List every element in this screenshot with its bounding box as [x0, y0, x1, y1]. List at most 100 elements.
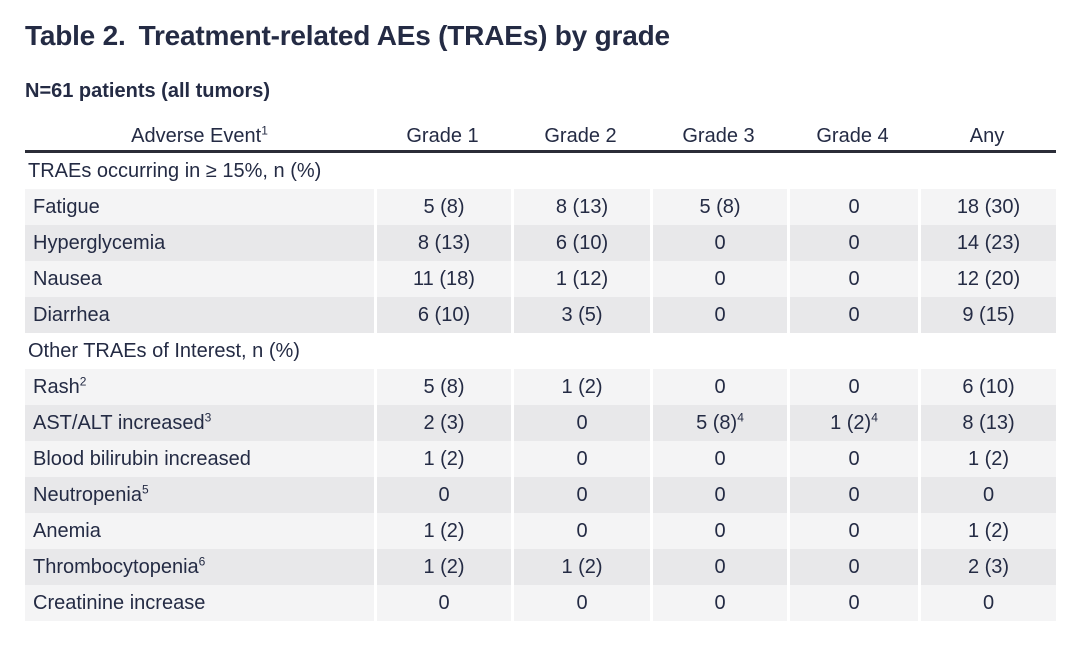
cell-any: 0	[918, 585, 1056, 621]
row-label: Neutropenia5	[25, 477, 374, 513]
row-label: Creatinine increase	[25, 585, 374, 621]
footnote-marker: 6	[198, 554, 206, 569]
cell-grade4: 0	[787, 513, 918, 549]
table-subtitle: N=61 patients (all tumors)	[25, 80, 271, 102]
footnote-marker: 5	[141, 482, 149, 497]
cell-grade2: 1 (12)	[511, 261, 650, 297]
section-row: Other TRAEs of Interest, n (%)	[25, 333, 1056, 369]
section-label: TRAEs occurring in ≥ 15%, n (%)	[25, 153, 1056, 189]
cell-any: 1 (2)	[918, 513, 1056, 549]
table-row: Nausea 11 (18) 1 (12) 0 0 12 (20)	[25, 261, 1056, 297]
row-label: Diarrhea	[25, 297, 374, 333]
cell-grade3: 0	[650, 261, 787, 297]
cell-grade1: 8 (13)	[374, 225, 511, 261]
table-number: Table 2.	[25, 20, 126, 51]
cell-grade2: 0	[511, 585, 650, 621]
cell-grade3: 0	[650, 513, 787, 549]
cell-grade3: 0	[650, 549, 787, 585]
table-title-text: Treatment-related AEs (TRAEs) by grade	[138, 20, 670, 51]
footnote-marker: 4	[871, 410, 878, 425]
cell-grade2: 3 (5)	[511, 297, 650, 333]
column-header-any: Any	[969, 125, 1005, 147]
cell-grade4: 0	[787, 297, 918, 333]
table-row: Anemia 1 (2) 0 0 0 1 (2)	[25, 513, 1056, 549]
footnote-marker: 2	[79, 374, 87, 389]
footnote-marker: 1	[261, 123, 268, 138]
cell-grade1: 1 (2)	[374, 549, 511, 585]
table-row: Diarrhea 6 (10) 3 (5) 0 0 9 (15)	[25, 297, 1056, 333]
adverse-events-table: Adverse Event1 Grade 1 Grade 2 Grade 3 G…	[25, 120, 1056, 621]
table-row: Thrombocytopenia6 1 (2) 1 (2) 0 0 2 (3)	[25, 549, 1056, 585]
column-header-grade4: Grade 4	[816, 125, 889, 147]
cell-grade2: 1 (2)	[511, 369, 650, 405]
cell-grade1: 6 (10)	[374, 297, 511, 333]
row-label: Rash2	[25, 369, 374, 405]
cell-any: 18 (30)	[918, 189, 1056, 225]
column-header-grade1: Grade 1	[406, 125, 479, 147]
cell-any: 12 (20)	[918, 261, 1056, 297]
row-label: Blood bilirubin increased	[25, 441, 374, 477]
cell-grade1: 2 (3)	[374, 405, 511, 441]
cell-grade4: 0	[787, 441, 918, 477]
cell-grade3: 0	[650, 585, 787, 621]
cell-any: 8 (13)	[918, 405, 1056, 441]
table-row: AST/ALT increased3 2 (3) 0 5 (8)4 1 (2)4…	[25, 405, 1056, 441]
cell-grade2: 8 (13)	[511, 189, 650, 225]
cell-grade1: 0	[374, 585, 511, 621]
cell-grade4: 0	[787, 549, 918, 585]
cell-grade1: 5 (8)	[374, 189, 511, 225]
page-title: Table 2. Treatment-related AEs (TRAEs) by…	[25, 18, 1080, 53]
cell-grade3: 0	[650, 225, 787, 261]
table-row: Fatigue 5 (8) 8 (13) 5 (8) 0 18 (30)	[25, 189, 1056, 225]
row-label: Fatigue	[25, 189, 374, 225]
cell-grade4: 0	[787, 585, 918, 621]
cell-grade3: 0	[650, 369, 787, 405]
cell-grade2: 0	[511, 441, 650, 477]
cell-grade4: 0	[787, 261, 918, 297]
cell-grade2: 1 (2)	[511, 549, 650, 585]
cell-grade4: 0	[787, 477, 918, 513]
cell-grade3: 0	[650, 441, 787, 477]
cell-grade3: 0	[650, 477, 787, 513]
cell-grade3: 5 (8)4	[650, 405, 787, 441]
cell-any: 0	[918, 477, 1056, 513]
footnote-marker: 4	[737, 410, 744, 425]
table-row: Neutropenia5 0 0 0 0 0	[25, 477, 1056, 513]
cell-grade1: 1 (2)	[374, 513, 511, 549]
cell-any: 6 (10)	[918, 369, 1056, 405]
cell-grade4: 0	[787, 225, 918, 261]
row-label: Thrombocytopenia6	[25, 549, 374, 585]
table-row: Hyperglycemia 8 (13) 6 (10) 0 0 14 (23)	[25, 225, 1056, 261]
cell-any: 14 (23)	[918, 225, 1056, 261]
cell-grade4: 0	[787, 369, 918, 405]
cell-any: 9 (15)	[918, 297, 1056, 333]
cell-grade4: 1 (2)4	[787, 405, 918, 441]
table-row: Rash2 5 (8) 1 (2) 0 0 6 (10)	[25, 369, 1056, 405]
column-header-grade2: Grade 2	[544, 125, 617, 147]
cell-any: 2 (3)	[918, 549, 1056, 585]
footnote-marker: 3	[204, 410, 212, 425]
column-header-grade3: Grade 3	[682, 125, 755, 147]
cell-grade2: 0	[511, 477, 650, 513]
cell-any: 1 (2)	[918, 441, 1056, 477]
section-label: Other TRAEs of Interest, n (%)	[25, 333, 1056, 369]
cell-grade1: 0	[374, 477, 511, 513]
row-label: Anemia	[25, 513, 374, 549]
cell-grade2: 6 (10)	[511, 225, 650, 261]
row-label: Hyperglycemia	[25, 225, 374, 261]
cell-grade3: 0	[650, 297, 787, 333]
cell-grade2: 0	[511, 513, 650, 549]
table-row: Blood bilirubin increased 1 (2) 0 0 0 1 …	[25, 441, 1056, 477]
table-row: Creatinine increase 0 0 0 0 0	[25, 585, 1056, 621]
cell-grade3: 5 (8)	[650, 189, 787, 225]
cell-grade4: 0	[787, 189, 918, 225]
table-header-row: Adverse Event1 Grade 1 Grade 2 Grade 3 G…	[25, 120, 1056, 153]
row-label: Nausea	[25, 261, 374, 297]
cell-grade1: 1 (2)	[374, 441, 511, 477]
cell-grade1: 11 (18)	[374, 261, 511, 297]
section-row: TRAEs occurring in ≥ 15%, n (%)	[25, 153, 1056, 189]
cell-grade2: 0	[511, 405, 650, 441]
cell-grade1: 5 (8)	[374, 369, 511, 405]
row-label: AST/ALT increased3	[25, 405, 374, 441]
column-header-adverse-event: Adverse Event1	[131, 123, 268, 147]
